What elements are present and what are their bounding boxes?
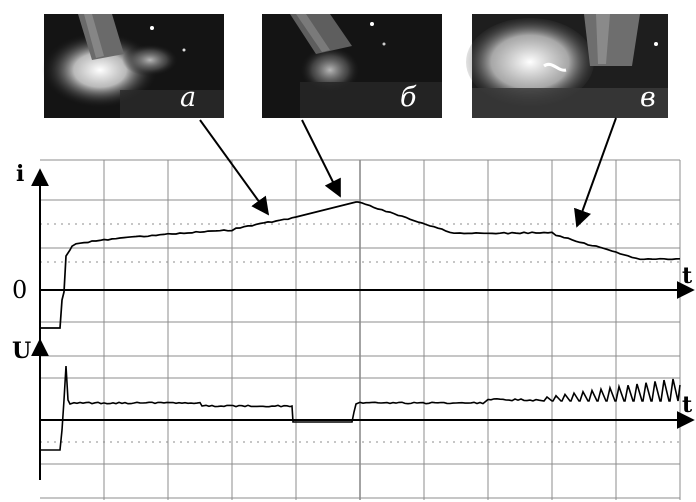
arrow-v — [577, 118, 616, 226]
top-plot: i 0 t — [12, 161, 693, 480]
photo-b-label: б — [400, 82, 417, 113]
top-zero-label: 0 — [12, 276, 27, 304]
arrow-b — [302, 120, 340, 196]
photo-v: в — [466, 14, 668, 118]
photo-v-label: в — [640, 82, 656, 113]
top-y-axis-label: i — [16, 161, 24, 187]
top-x-axis-label: t — [682, 263, 693, 289]
oscillogram-grid — [40, 160, 680, 500]
photo-b: б — [262, 14, 442, 118]
bottom-x-axis-label: t — [682, 392, 693, 418]
photo-a: а — [42, 14, 224, 118]
bottom-plot: U t — [12, 338, 693, 450]
bottom-y-axis-label: U — [12, 338, 31, 364]
photo-a-label: а — [180, 82, 196, 113]
